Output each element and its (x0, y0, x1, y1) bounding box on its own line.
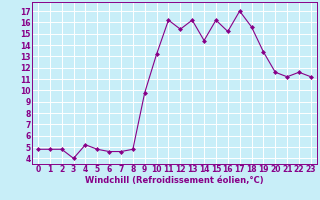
X-axis label: Windchill (Refroidissement éolien,°C): Windchill (Refroidissement éolien,°C) (85, 176, 264, 185)
